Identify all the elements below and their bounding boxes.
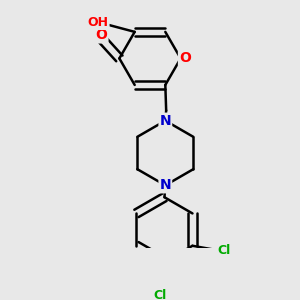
Text: O: O <box>96 28 107 42</box>
Text: Cl: Cl <box>217 244 231 256</box>
Text: Cl: Cl <box>154 289 167 300</box>
Text: N: N <box>160 178 171 192</box>
Text: N: N <box>160 114 171 128</box>
Text: OH: OH <box>88 16 109 29</box>
Text: O: O <box>179 51 191 65</box>
